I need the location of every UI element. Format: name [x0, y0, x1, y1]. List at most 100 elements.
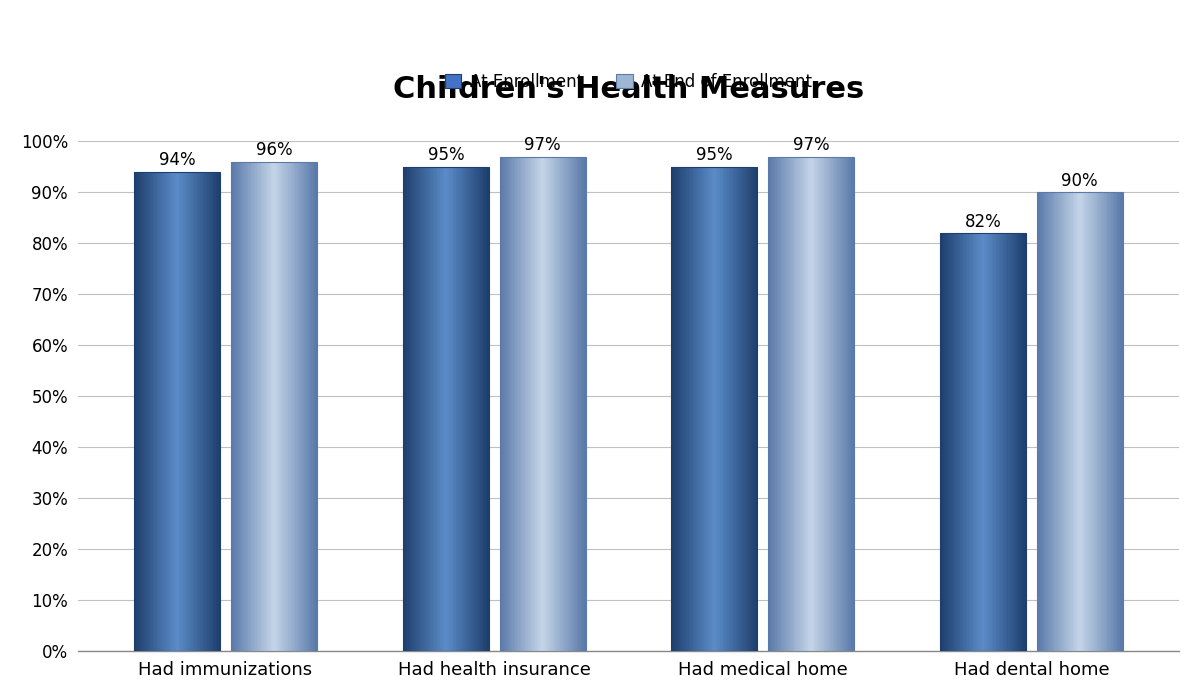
- Bar: [533, 157, 534, 652]
- Bar: [784, 157, 785, 652]
- Bar: [696, 167, 697, 652]
- Bar: [404, 167, 406, 652]
- Bar: [511, 157, 512, 652]
- Bar: [247, 162, 248, 652]
- Bar: [456, 167, 457, 652]
- Bar: [682, 167, 683, 652]
- Bar: [250, 162, 251, 652]
- Bar: [958, 233, 959, 652]
- Bar: [946, 233, 947, 652]
- Bar: [725, 167, 726, 652]
- Bar: [152, 172, 155, 652]
- Bar: [583, 157, 584, 652]
- Bar: [730, 167, 732, 652]
- Bar: [536, 157, 539, 652]
- Bar: [242, 162, 244, 652]
- Bar: [706, 167, 707, 652]
- Text: 82%: 82%: [965, 213, 1002, 230]
- Bar: [272, 162, 274, 652]
- Bar: [510, 157, 511, 652]
- Bar: [548, 157, 550, 652]
- Bar: [235, 162, 236, 652]
- Bar: [448, 167, 449, 652]
- Bar: [780, 157, 781, 652]
- Bar: [478, 167, 479, 652]
- Bar: [1013, 233, 1015, 652]
- Bar: [802, 157, 803, 652]
- Bar: [252, 162, 254, 652]
- Bar: [960, 233, 961, 652]
- Bar: [439, 167, 440, 652]
- Bar: [512, 157, 514, 652]
- Bar: [480, 167, 481, 652]
- Bar: [1087, 193, 1088, 652]
- Bar: [1068, 193, 1069, 652]
- Bar: [1020, 233, 1021, 652]
- Bar: [774, 157, 775, 652]
- Bar: [1010, 233, 1012, 652]
- Bar: [294, 162, 295, 652]
- Bar: [277, 162, 278, 652]
- Bar: [1003, 233, 1004, 652]
- Bar: [234, 162, 235, 652]
- Bar: [1008, 233, 1009, 652]
- Bar: [578, 157, 580, 652]
- Bar: [142, 172, 143, 652]
- Bar: [542, 157, 544, 652]
- Bar: [410, 167, 412, 652]
- Bar: [158, 172, 160, 652]
- Bar: [829, 157, 832, 652]
- Bar: [554, 157, 556, 652]
- Bar: [672, 167, 757, 652]
- Bar: [750, 167, 751, 652]
- Bar: [691, 167, 692, 652]
- Bar: [673, 167, 674, 652]
- Bar: [994, 233, 995, 652]
- Bar: [137, 172, 138, 652]
- Bar: [419, 167, 420, 652]
- Bar: [962, 233, 965, 652]
- Bar: [744, 167, 746, 652]
- Bar: [230, 162, 317, 652]
- Bar: [551, 157, 552, 652]
- Bar: [288, 162, 289, 652]
- Bar: [818, 157, 820, 652]
- Bar: [997, 233, 998, 652]
- Bar: [1024, 233, 1025, 652]
- Bar: [576, 157, 577, 652]
- Text: 97%: 97%: [524, 136, 560, 154]
- Bar: [265, 162, 266, 652]
- Bar: [535, 157, 536, 652]
- Bar: [274, 162, 275, 652]
- Bar: [304, 162, 306, 652]
- Bar: [408, 167, 410, 652]
- Bar: [301, 162, 302, 652]
- Bar: [832, 157, 833, 652]
- Text: 95%: 95%: [696, 146, 733, 164]
- Bar: [499, 157, 586, 652]
- Bar: [209, 172, 210, 652]
- Bar: [839, 157, 840, 652]
- Bar: [258, 162, 259, 652]
- Bar: [504, 157, 505, 652]
- Bar: [727, 167, 728, 652]
- Bar: [1056, 193, 1057, 652]
- Bar: [472, 167, 473, 652]
- Bar: [1090, 193, 1091, 652]
- Bar: [991, 233, 994, 652]
- Bar: [1112, 193, 1114, 652]
- Bar: [443, 167, 444, 652]
- Bar: [698, 167, 700, 652]
- Bar: [458, 167, 460, 652]
- Bar: [450, 167, 451, 652]
- Bar: [433, 167, 434, 652]
- Bar: [970, 233, 972, 652]
- Bar: [524, 157, 526, 652]
- Bar: [792, 157, 794, 652]
- Bar: [168, 172, 170, 652]
- Text: 96%: 96%: [256, 141, 293, 159]
- Bar: [703, 167, 704, 652]
- Bar: [817, 157, 818, 652]
- Bar: [570, 157, 571, 652]
- Bar: [476, 167, 478, 652]
